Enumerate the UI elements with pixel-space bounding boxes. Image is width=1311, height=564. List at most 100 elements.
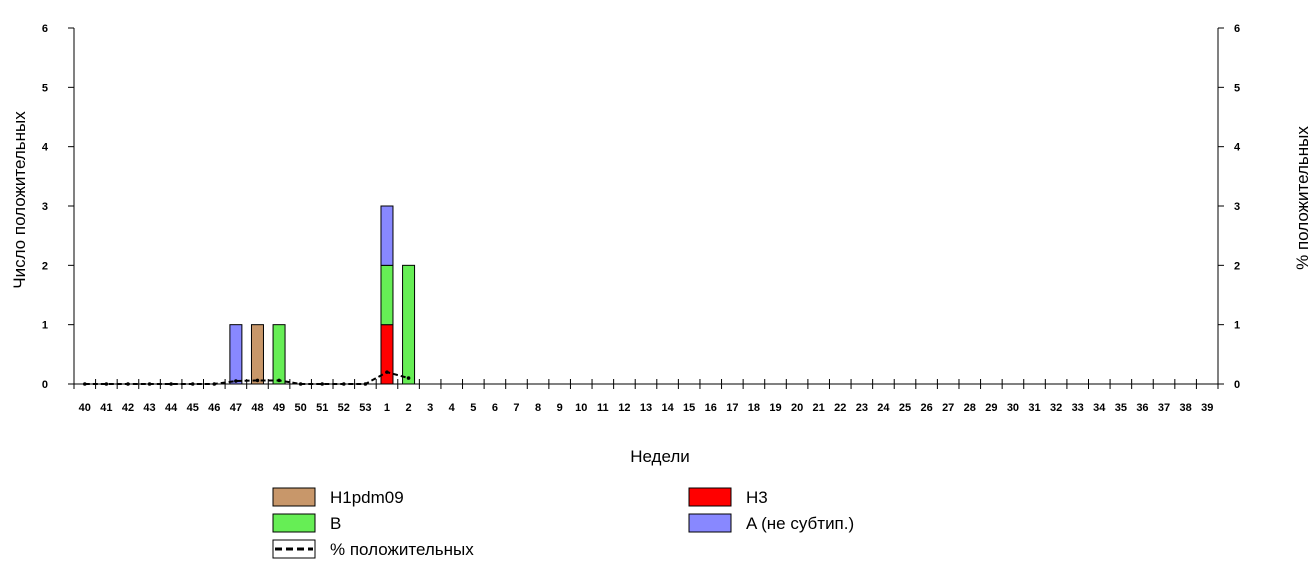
x-tick-label: 37 — [1158, 402, 1170, 414]
legend-swatch — [272, 513, 316, 533]
bar-segment — [402, 264, 416, 385]
x-tick-label: 22 — [834, 402, 846, 414]
x-tick-label: 13 — [640, 402, 652, 414]
x-tick-label: 31 — [1028, 402, 1040, 414]
percent-positive-point — [255, 378, 260, 383]
x-tick-label: 38 — [1179, 402, 1191, 414]
percent-positive-point — [406, 376, 411, 380]
y-tick-label-left: 2 — [42, 260, 48, 272]
x-tick-label: 6 — [492, 402, 498, 414]
x-tick-label: 45 — [187, 402, 199, 414]
x-tick-label: 9 — [557, 402, 563, 414]
legend-label: H1pdm09 — [330, 488, 404, 507]
x-tick-label: 41 — [100, 402, 112, 414]
x-tick-label: 30 — [1007, 402, 1019, 414]
percent-positive-line — [84, 371, 409, 385]
x-tick-label: 19 — [769, 402, 781, 414]
y-tick-label-right: 2 — [1234, 260, 1240, 272]
y-tick-label-left: 3 — [42, 201, 48, 213]
percent-positive-point — [190, 382, 195, 386]
percent-positive-point — [298, 382, 303, 386]
bar-segment — [272, 324, 286, 385]
percent-positive-point — [212, 382, 217, 386]
bar-segment — [380, 205, 394, 266]
x-tick-label: 39 — [1201, 402, 1213, 414]
y-tick-label-right: 5 — [1234, 82, 1240, 94]
x-tick-label: 11 — [597, 402, 609, 414]
x-tick-label: 15 — [683, 402, 695, 414]
legend-label: H3 — [746, 488, 768, 507]
x-tick-label: 10 — [575, 402, 587, 414]
y-tick-label-left: 5 — [42, 82, 48, 94]
legend-swatch — [272, 539, 316, 559]
x-tick-label: 46 — [208, 402, 220, 414]
percent-positive-point — [126, 382, 130, 386]
y-tick-label-left: 6 — [42, 23, 48, 35]
x-tick-label: 2 — [406, 402, 412, 414]
legend-swatch — [688, 513, 732, 533]
bar-segment — [229, 324, 243, 385]
x-tick-label: 24 — [877, 402, 890, 414]
y-tick-label-left: 0 — [42, 379, 48, 391]
x-tick-label: 3 — [427, 402, 433, 414]
y-tick-label-right: 6 — [1234, 23, 1240, 35]
x-tick-label: 1 — [384, 402, 390, 414]
x-tick-label: 16 — [705, 402, 717, 414]
percent-positive-point — [169, 382, 173, 386]
x-tick-label: 47 — [230, 402, 242, 414]
x-tick-label: 14 — [661, 402, 674, 414]
x-tick-label: 4 — [449, 402, 456, 414]
legend-label: A (не субтип.) — [746, 514, 854, 533]
x-tick-label: 28 — [964, 402, 976, 414]
percent-positive-point — [342, 382, 346, 386]
x-tick-label: 52 — [338, 402, 350, 414]
percent-positive-point — [320, 382, 325, 386]
x-axis-title: Недели — [630, 447, 690, 466]
x-tick-label: 43 — [143, 402, 155, 414]
legend: H1pdm09 H3 B A (не субтип.) % положительных — [272, 487, 854, 559]
x-tick-label: 53 — [359, 402, 371, 414]
percent-positive-point — [104, 382, 109, 386]
legend-label: % положительных — [330, 540, 474, 559]
x-tick-label: 49 — [273, 402, 285, 414]
legend-swatch — [272, 487, 316, 507]
percent-positive-point — [234, 379, 238, 383]
x-tick-label: 29 — [985, 402, 997, 414]
x-tick-label: 40 — [79, 402, 91, 414]
x-tick-label: 48 — [251, 402, 263, 414]
percent-positive-point — [385, 370, 389, 374]
x-tick-label: 18 — [748, 402, 760, 414]
x-tick-label: 21 — [813, 402, 825, 414]
percent-positive-point — [363, 382, 368, 386]
y-tick-label-right: 0 — [1234, 379, 1240, 391]
percent-positive-point — [82, 382, 87, 386]
y-tick-label-left: 4 — [42, 142, 49, 154]
x-tick-label: 27 — [942, 402, 954, 414]
y-axis-left-title: Число положительных — [10, 111, 29, 289]
x-tick-label: 32 — [1050, 402, 1062, 414]
x-tick-label: 7 — [513, 402, 519, 414]
percent-positive-point — [147, 382, 152, 386]
x-tick-label: 5 — [470, 402, 476, 414]
x-tick-label: 44 — [165, 402, 178, 414]
x-tick-label: 34 — [1093, 402, 1106, 414]
x-tick-label: 20 — [791, 402, 803, 414]
x-tick-label: 23 — [856, 402, 868, 414]
y-tick-label-right: 3 — [1234, 201, 1240, 213]
x-tick-label: 12 — [618, 402, 630, 414]
y-tick-label-left: 1 — [42, 320, 48, 332]
x-tick-label: 25 — [899, 402, 911, 414]
x-tick-label: 26 — [920, 402, 932, 414]
legend-swatch — [688, 487, 732, 507]
percent-positive-point — [277, 378, 281, 383]
y-tick-label-right: 1 — [1234, 320, 1240, 332]
y-axis-right-title: % положительных — [1293, 126, 1311, 270]
x-tick-label: 17 — [726, 402, 738, 414]
x-tick-label: 51 — [316, 402, 328, 414]
x-tick-label: 35 — [1115, 402, 1127, 414]
x-tick-label: 42 — [122, 402, 134, 414]
x-tick-label: 50 — [295, 402, 307, 414]
y-tick-label-right: 4 — [1234, 142, 1241, 154]
